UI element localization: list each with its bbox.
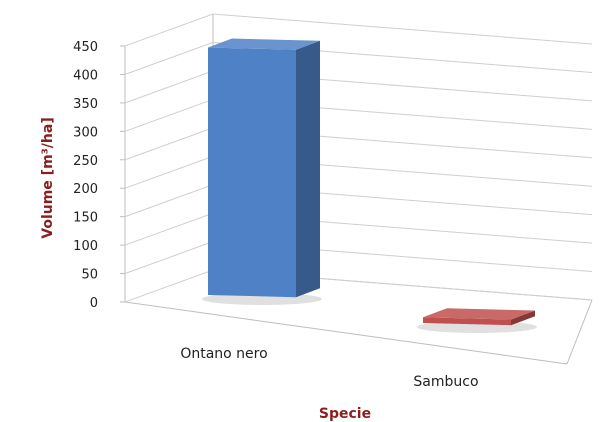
gridline — [124, 41, 593, 75]
bar-front — [208, 47, 296, 298]
y-tick-label: 400 — [73, 68, 98, 83]
category-label: Sambuco — [413, 374, 478, 390]
y-tick-label: 150 — [73, 211, 98, 226]
x-axis-title: Specie — [319, 406, 371, 422]
gridline — [124, 127, 593, 161]
floor-front-edge — [124, 301, 568, 365]
bar-0 — [202, 38, 322, 305]
gridline — [124, 241, 593, 275]
gridline — [124, 212, 593, 246]
y-tick-label: 450 — [73, 40, 98, 55]
y-tick-label: 100 — [73, 239, 98, 254]
y-tick-label: 50 — [81, 268, 98, 283]
gridline — [124, 13, 593, 47]
bar-side — [296, 40, 320, 298]
category-label: Ontano nero — [180, 346, 267, 362]
bar-side — [511, 310, 535, 326]
y-axis-title: Volume [m³/ha] — [40, 117, 56, 238]
bar-front — [423, 317, 511, 326]
y-axis-ticks: 0 50 100 150 200 250 300 350 400 450 — [73, 40, 125, 311]
gridline — [124, 98, 593, 132]
y-tick-label: 350 — [73, 97, 98, 112]
bars — [202, 38, 537, 333]
y-tick-label: 200 — [73, 182, 98, 197]
y-tick-label: 250 — [73, 154, 98, 169]
gridline — [124, 184, 593, 218]
y-tick-label: 300 — [73, 125, 98, 140]
bar-top — [208, 38, 320, 50]
gridline — [124, 269, 593, 303]
x-axis-categories: Ontano nero Sambuco — [180, 346, 478, 390]
gridline — [124, 155, 593, 189]
gridlines — [124, 13, 593, 303]
floor-right-edge — [566, 299, 593, 365]
y-tick-label: 0 — [90, 296, 98, 311]
bar-top — [423, 308, 535, 320]
bar-1 — [417, 308, 537, 333]
gridline — [124, 70, 593, 104]
